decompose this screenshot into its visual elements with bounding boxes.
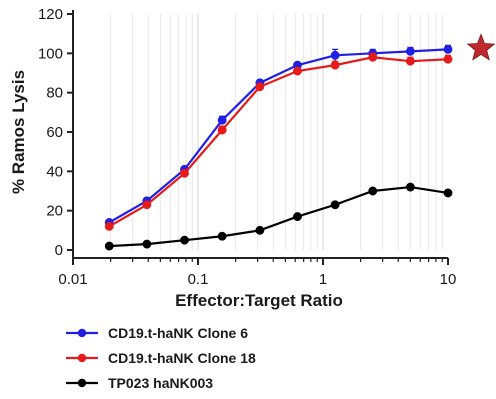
data-point bbox=[217, 115, 227, 125]
data-point bbox=[368, 52, 378, 62]
series-3 bbox=[104, 182, 453, 251]
data-point bbox=[405, 46, 415, 56]
legend-label: CD19.t-haNK Clone 18 bbox=[108, 350, 256, 366]
legend-item-3: TP023 haNK003 bbox=[66, 375, 213, 391]
series-2 bbox=[104, 52, 453, 231]
data-point bbox=[142, 200, 152, 210]
data-point bbox=[293, 66, 302, 76]
data-point bbox=[330, 200, 340, 210]
data-point bbox=[405, 182, 415, 192]
data-point bbox=[330, 50, 340, 60]
x-tick-label: 10 bbox=[440, 271, 457, 288]
data-point bbox=[443, 188, 453, 198]
series-lines bbox=[104, 44, 453, 251]
legend-label: CD19.t-haNK Clone 6 bbox=[108, 325, 248, 341]
data-point bbox=[405, 56, 415, 66]
x-tick-label: 0.1 bbox=[188, 271, 209, 288]
y-tick-label: 120 bbox=[38, 6, 63, 23]
data-point bbox=[142, 239, 152, 249]
data-point bbox=[255, 225, 265, 235]
series-line bbox=[108, 56, 449, 228]
data-point bbox=[180, 235, 189, 245]
series-line bbox=[109, 185, 449, 248]
data-point bbox=[104, 241, 114, 251]
data-point bbox=[104, 221, 114, 231]
star-icon bbox=[466, 33, 496, 61]
data-point bbox=[255, 82, 265, 92]
y-axis-title: % Ramos Lysis bbox=[9, 70, 28, 194]
data-point bbox=[217, 125, 227, 135]
legend-item-1: CD19.t-haNK Clone 6 bbox=[66, 325, 248, 341]
annotations bbox=[466, 33, 496, 61]
data-point bbox=[330, 60, 340, 70]
x-tick-label: 1 bbox=[319, 271, 327, 288]
legend-marker bbox=[77, 378, 87, 388]
data-point bbox=[217, 231, 227, 241]
data-point bbox=[443, 54, 453, 64]
y-tick-label: 80 bbox=[46, 85, 63, 102]
y-tick-label: 40 bbox=[46, 163, 63, 180]
series-1 bbox=[104, 44, 453, 227]
data-point bbox=[443, 44, 453, 54]
y-tick-label: 20 bbox=[46, 203, 63, 220]
axes: 0 20 40 60 80 100 120 0.01 0.1 1 10 bbox=[38, 6, 456, 288]
legend-marker bbox=[77, 353, 87, 363]
legend-marker bbox=[77, 328, 87, 338]
grid-lines bbox=[110, 14, 443, 250]
data-point bbox=[180, 168, 189, 178]
data-point bbox=[293, 212, 302, 222]
legend: CD19.t-haNK Clone 6 CD19.t-haNK Clone 18 T… bbox=[66, 325, 256, 391]
legend-label: TP023 haNK003 bbox=[108, 375, 213, 391]
series-line bbox=[108, 48, 449, 224]
data-point bbox=[368, 186, 378, 196]
x-axis-title: Effector:Target Ratio bbox=[175, 291, 343, 310]
x-tick-label: 0.01 bbox=[58, 271, 87, 288]
y-tick-label: 60 bbox=[46, 124, 63, 141]
legend-item-2: CD19.t-haNK Clone 18 bbox=[66, 350, 256, 366]
y-tick-label: 100 bbox=[38, 45, 63, 62]
y-tick-label: 0 bbox=[55, 242, 63, 259]
